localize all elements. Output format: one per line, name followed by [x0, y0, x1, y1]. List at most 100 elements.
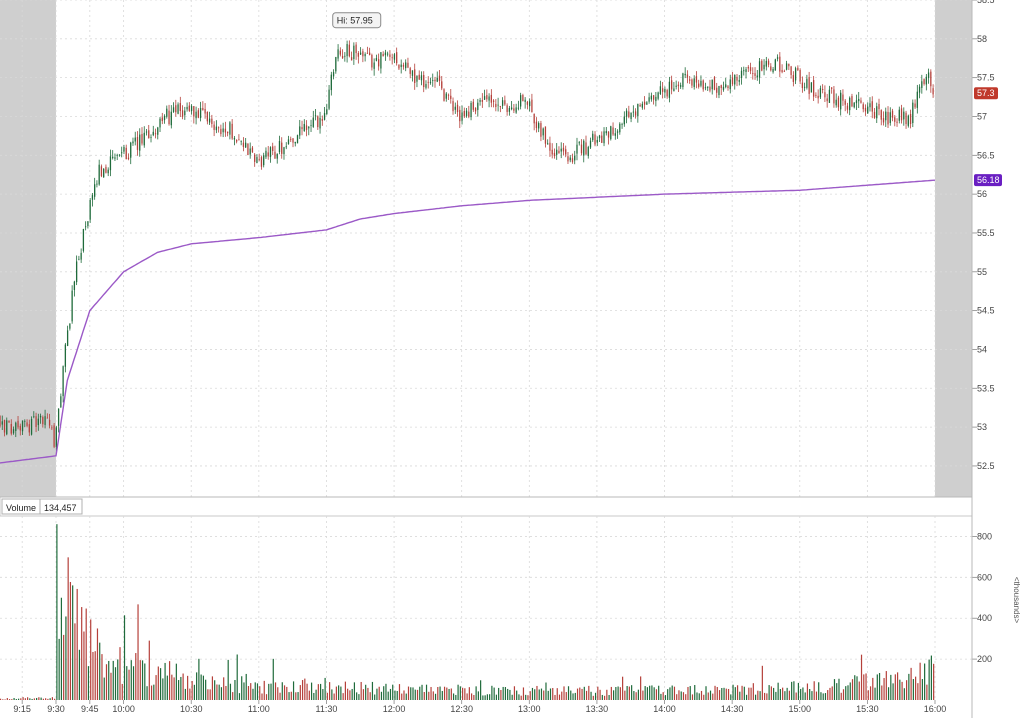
- volume-current-value: 134,457: [44, 503, 77, 513]
- candle-body: [680, 85, 682, 87]
- volume-bar: [617, 686, 619, 700]
- candle-body: [193, 106, 195, 117]
- volume-bar: [489, 694, 491, 700]
- candle-body: [445, 93, 447, 99]
- volume-bar: [81, 607, 83, 700]
- volume-bar: [926, 684, 928, 700]
- volume-bar: [786, 687, 788, 700]
- candle-body: [499, 105, 502, 107]
- volume-bar: [480, 680, 482, 700]
- volume-bar: [613, 690, 615, 700]
- volume-bar: [306, 683, 308, 700]
- volume-bar: [374, 694, 376, 700]
- candle-body: [409, 68, 411, 74]
- candle-body: [287, 139, 290, 145]
- volume-bar: [881, 685, 883, 700]
- volume-bar: [22, 697, 24, 700]
- candle-body: [319, 117, 321, 129]
- volume-bar: [829, 687, 831, 700]
- candle-body: [486, 94, 488, 100]
- volume-bar: [813, 681, 815, 700]
- high-marker[interactable]: Hi: 57.95: [332, 12, 382, 29]
- volume-bar: [687, 686, 689, 700]
- candle-body: [470, 102, 472, 118]
- candle-body: [344, 55, 346, 57]
- volume-bar: [678, 690, 680, 700]
- volume-bar: [691, 694, 694, 700]
- candle-body: [727, 86, 729, 88]
- volume-bar: [507, 688, 509, 700]
- volume-bar: [500, 689, 502, 700]
- candle-body: [621, 123, 623, 125]
- volume-bar: [67, 557, 69, 700]
- time-tick-label: 9:15: [13, 704, 31, 714]
- volume-bar: [329, 682, 331, 700]
- volume-bar: [338, 685, 340, 700]
- candle-body: [632, 111, 634, 113]
- candle-body: [610, 126, 612, 140]
- volume-bar: [331, 689, 333, 700]
- candle-body: [867, 106, 869, 114]
- candle-body: [758, 61, 761, 78]
- candle-body: [650, 95, 653, 100]
- volume-bar: [658, 685, 660, 700]
- volume-bar: [6, 698, 8, 700]
- candle-body: [725, 84, 727, 88]
- volume-bar: [223, 677, 225, 700]
- volume-bar: [157, 666, 159, 700]
- candle-body: [242, 142, 245, 147]
- volume-bar: [164, 662, 166, 700]
- volume-bar: [594, 692, 597, 700]
- volume-bar: [800, 688, 802, 700]
- candle-body: [452, 101, 454, 112]
- candle-body: [851, 96, 853, 107]
- candle-body: [474, 107, 477, 112]
- volume-bar: [592, 695, 594, 700]
- candle-body: [281, 142, 283, 154]
- candle-body: [700, 80, 702, 86]
- candle-body: [211, 118, 213, 124]
- volume-bar: [773, 687, 775, 700]
- volume-bar: [279, 692, 281, 700]
- candle-body: [914, 103, 916, 108]
- volume-bar: [867, 690, 869, 700]
- candle-body: [125, 147, 127, 160]
- volume-bar: [49, 698, 51, 700]
- candle-body: [21, 420, 24, 432]
- volume-bar: [538, 689, 540, 700]
- volume-bar: [387, 691, 389, 700]
- volume-bar: [155, 675, 157, 700]
- candle-body: [479, 100, 481, 102]
- candle-body: [263, 155, 265, 166]
- volume-bar: [4, 699, 6, 700]
- candle-body: [756, 75, 758, 78]
- candle-body: [492, 100, 495, 102]
- candle-body: [531, 99, 533, 113]
- volume-bar: [471, 693, 473, 700]
- candle-body: [206, 111, 209, 122]
- volume-bar: [380, 691, 383, 700]
- candle-body: [833, 89, 835, 104]
- candle-body: [121, 152, 123, 154]
- time-tick-label: 11:00: [248, 704, 270, 714]
- candle-body: [495, 103, 497, 107]
- volume-axis: 200 400 600 800: [972, 531, 992, 664]
- candle-body: [389, 54, 391, 57]
- candle-body: [605, 131, 607, 134]
- candle-body: [384, 52, 387, 56]
- volume-bar: [554, 694, 556, 700]
- candle-body: [828, 89, 831, 103]
- candle-body: [260, 157, 263, 167]
- candle-body: [720, 85, 722, 89]
- volume-bar: [883, 678, 885, 700]
- volume-bar: [631, 685, 633, 700]
- candle-body: [393, 54, 396, 60]
- volume-bar: [543, 690, 545, 700]
- candle-body: [812, 80, 815, 97]
- candle-body: [436, 77, 438, 82]
- volume-bar: [628, 686, 630, 700]
- volume-bar: [838, 678, 840, 700]
- volume-bar: [915, 676, 917, 700]
- candle-body: [781, 69, 783, 73]
- vwap-tag-box: [974, 174, 1002, 187]
